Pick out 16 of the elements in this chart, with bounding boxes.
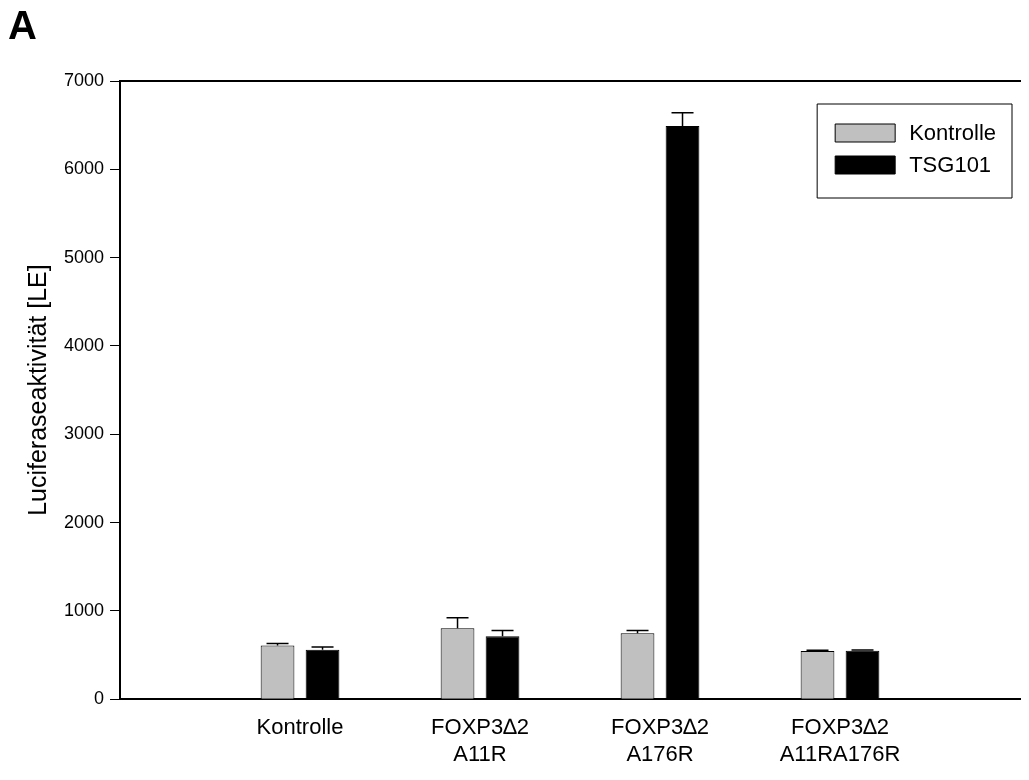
y-tick-label: 4000 — [64, 334, 105, 355]
y-tick-label: 7000 — [64, 69, 105, 90]
y-tick-label: 1000 — [64, 599, 105, 620]
x-tick-label: Kontrolle — [256, 714, 344, 740]
y-tick-label: 5000 — [64, 246, 105, 267]
y-tick-label: 2000 — [64, 511, 105, 532]
legend-label: Kontrolle — [909, 120, 997, 146]
x-tick-label: FOXP3∆2 A176R — [611, 714, 709, 766]
x-tick-label: FOXP3∆2 A11R — [431, 714, 529, 766]
legend-label: TSG101 — [909, 152, 992, 178]
x-tick-label: FOXP3∆2 A11RA176R — [779, 714, 901, 766]
y-tick-label: 0 — [94, 688, 105, 709]
y-tick-label: 6000 — [64, 158, 105, 179]
y-axis-title: Luciferaseaktivität [LE] — [22, 264, 51, 516]
y-tick-label: 3000 — [64, 423, 105, 444]
text: A — [8, 3, 37, 48]
